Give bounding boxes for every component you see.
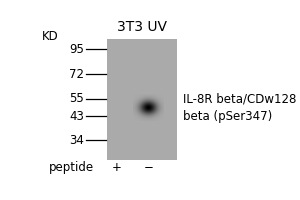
FancyBboxPatch shape: [107, 39, 177, 160]
Text: KD: KD: [42, 30, 59, 43]
Text: 34: 34: [69, 134, 84, 147]
Text: 95: 95: [69, 43, 84, 56]
Text: −: −: [144, 161, 154, 174]
Text: 3T3 UV: 3T3 UV: [117, 20, 167, 34]
Text: 55: 55: [69, 92, 84, 105]
Text: 43: 43: [69, 110, 84, 123]
Text: peptide: peptide: [49, 161, 94, 174]
Text: 72: 72: [69, 68, 84, 81]
Text: +: +: [112, 161, 122, 174]
Text: IL-8R beta/CDw128
beta (pSer347): IL-8R beta/CDw128 beta (pSer347): [183, 92, 296, 123]
